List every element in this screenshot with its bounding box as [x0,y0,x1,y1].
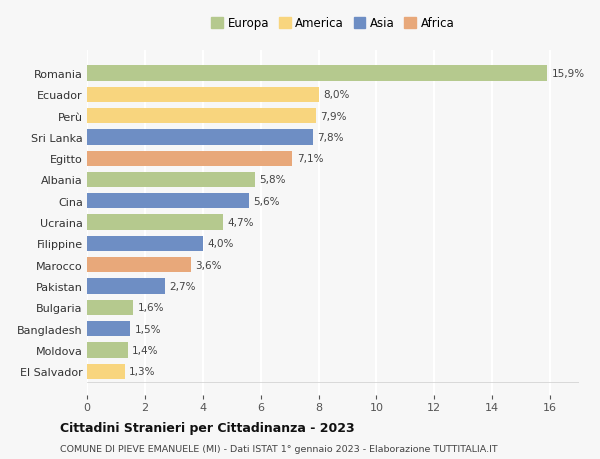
Text: 4,0%: 4,0% [207,239,233,249]
Bar [87,342,128,358]
Bar [87,279,165,294]
Bar [87,321,130,336]
Bar [87,194,249,209]
Text: 4,7%: 4,7% [227,218,254,228]
Bar [87,87,319,103]
Text: 1,3%: 1,3% [129,366,155,376]
Text: 5,6%: 5,6% [253,196,280,207]
Text: 1,4%: 1,4% [132,345,158,355]
Bar [87,236,203,252]
Bar [87,151,292,167]
Bar [87,130,313,145]
Text: 8,0%: 8,0% [323,90,349,100]
Bar [87,66,547,81]
Bar [87,300,133,315]
Legend: Europa, America, Asia, Africa: Europa, America, Asia, Africa [209,15,457,33]
Text: 15,9%: 15,9% [551,69,584,79]
Text: 7,8%: 7,8% [317,133,344,143]
Bar [87,257,191,273]
Text: 7,9%: 7,9% [320,112,346,121]
Bar [87,109,316,124]
Bar [87,364,125,379]
Text: COMUNE DI PIEVE EMANUELE (MI) - Dati ISTAT 1° gennaio 2023 - Elaborazione TUTTIT: COMUNE DI PIEVE EMANUELE (MI) - Dati IST… [60,444,497,453]
Text: 5,8%: 5,8% [259,175,286,185]
Text: 2,7%: 2,7% [169,281,196,291]
Text: 1,5%: 1,5% [135,324,161,334]
Text: 7,1%: 7,1% [297,154,323,164]
Text: 3,6%: 3,6% [196,260,222,270]
Bar [87,215,223,230]
Text: 1,6%: 1,6% [137,302,164,313]
Bar [87,173,255,188]
Text: Cittadini Stranieri per Cittadinanza - 2023: Cittadini Stranieri per Cittadinanza - 2… [60,421,355,434]
